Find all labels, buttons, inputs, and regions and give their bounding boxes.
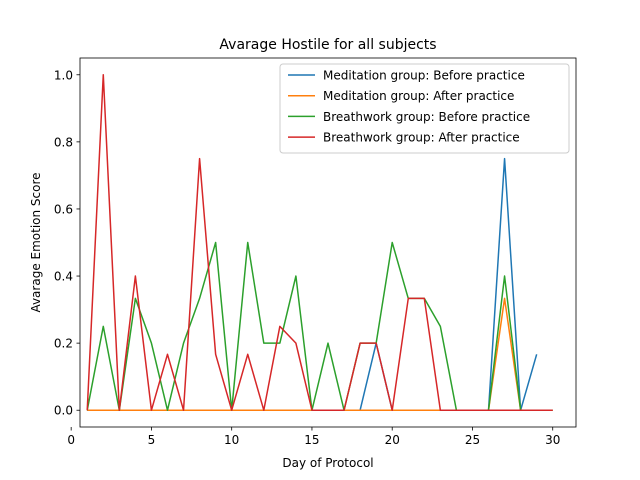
series-line-1 (87, 157, 538, 411)
x-tick-label: 30 (545, 433, 560, 447)
y-tick-label: 0.0 (54, 404, 73, 418)
legend-label-3: Breathwork group: Before practice (323, 110, 530, 124)
legend-label-4: Breathwork group: After practice (323, 131, 520, 145)
plot-lines (86, 74, 553, 411)
x-axis: 0 5 10 15 20 25 30 (67, 427, 560, 447)
legend: Meditation group: Before practice Meditat… (279, 63, 570, 154)
legend-box (279, 63, 570, 154)
y-tick-label: 0.6 (54, 202, 73, 216)
x-axis-label: Day of Protocol (282, 456, 373, 470)
plot-frame (79, 57, 577, 428)
series-line-4 (86, 74, 553, 411)
x-tick-label: 20 (385, 433, 400, 447)
series-line-2 (87, 297, 553, 411)
y-axis-label: Avarage Emotion Score (29, 172, 43, 312)
y-tick-label: 0.8 (54, 135, 73, 149)
x-tick-label: 15 (304, 433, 319, 447)
y-tick-label: 0.4 (54, 270, 73, 284)
y-axis: 0.0 0.2 0.4 0.6 0.8 1.0 (54, 68, 80, 418)
y-tick-label: 0.2 (54, 337, 73, 351)
x-tick-label: 25 (465, 433, 480, 447)
legend-label-1: Meditation group: Before practice (323, 69, 525, 83)
legend-label-2: Meditation group: After practice (323, 89, 514, 103)
series-line-3 (86, 241, 553, 411)
x-tick-label: 0 (67, 433, 75, 447)
x-tick-label: 5 (148, 433, 156, 447)
y-tick-label: 1.0 (54, 68, 73, 82)
x-tick-label: 10 (224, 433, 239, 447)
chart-title: Avarage Hostile for all subjects (219, 37, 436, 53)
